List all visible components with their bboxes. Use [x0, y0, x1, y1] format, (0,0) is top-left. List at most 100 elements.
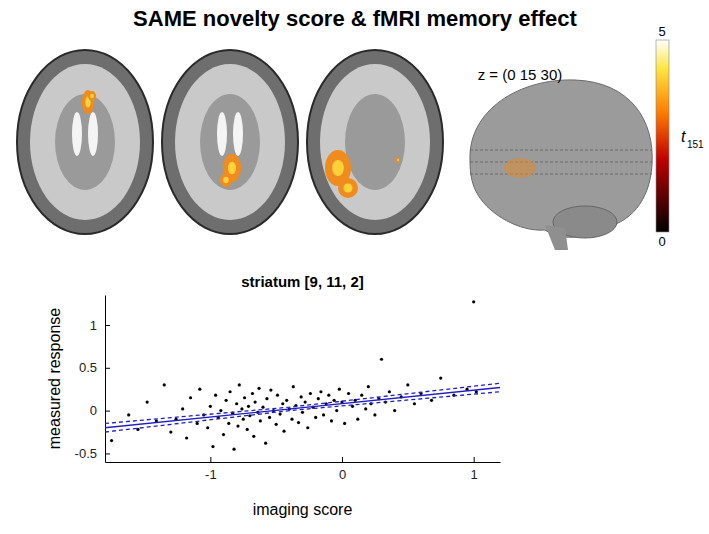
activation-peak — [332, 160, 344, 176]
point — [222, 433, 225, 436]
point — [388, 390, 391, 393]
point — [356, 418, 359, 421]
y-tick: 0.5 — [79, 360, 110, 375]
ventricle — [72, 112, 82, 156]
point — [146, 400, 149, 403]
point — [393, 409, 396, 412]
point — [261, 406, 264, 409]
chart-title: striatum [9, 11, 2] — [241, 273, 364, 290]
brain-surface — [470, 80, 652, 237]
activation — [88, 91, 96, 101]
point — [189, 396, 192, 399]
point — [314, 416, 317, 419]
point — [243, 396, 246, 399]
brain-render — [470, 80, 652, 250]
surface-activation — [504, 158, 536, 178]
slice-core — [345, 94, 405, 190]
point — [240, 407, 243, 410]
point — [242, 418, 245, 421]
x-tick-mark — [342, 457, 343, 462]
brainstem — [545, 225, 568, 250]
x-axis-line — [106, 462, 501, 463]
ventricle — [88, 112, 98, 156]
point — [276, 394, 279, 397]
point — [472, 300, 475, 303]
colorbar — [656, 40, 669, 232]
brain-slice — [162, 50, 298, 234]
activation — [396, 157, 400, 163]
point — [281, 402, 284, 405]
y-tick-mark — [105, 453, 110, 454]
x-axis: -1 0 1 — [106, 457, 501, 482]
x-tick-label: 0 — [339, 467, 346, 482]
point — [236, 424, 239, 427]
y-axis-line — [105, 296, 106, 463]
point — [279, 412, 282, 415]
point — [373, 413, 376, 416]
point — [364, 407, 367, 410]
x-tick: -1 — [205, 457, 217, 482]
colorbar-tick-label: 5 — [658, 24, 665, 39]
slice-outline — [17, 50, 153, 234]
ventricle — [233, 112, 243, 156]
x-tick-mark — [210, 457, 211, 462]
y-tick-label: 0 — [90, 403, 97, 418]
activation-peak — [344, 184, 353, 193]
slice-plane — [470, 174, 652, 175]
point — [319, 390, 322, 393]
point — [228, 390, 231, 393]
y-tick: 0 — [90, 403, 110, 418]
confidence-line — [105, 392, 500, 432]
y-tick-label: -0.5 — [75, 446, 97, 461]
point — [322, 413, 325, 416]
point — [235, 402, 238, 405]
y-tick-mark — [105, 368, 110, 369]
slice-outline — [162, 50, 298, 234]
point — [300, 395, 303, 398]
x-tick: 1 — [471, 457, 478, 482]
ventricle — [217, 112, 227, 156]
point — [413, 402, 416, 405]
point — [290, 418, 293, 421]
x-tick-mark — [474, 457, 475, 462]
point — [206, 426, 209, 429]
brain-slice — [17, 50, 153, 234]
point — [347, 392, 350, 395]
point — [196, 422, 199, 425]
y-tick-mark — [105, 325, 110, 326]
point — [360, 394, 363, 397]
point — [225, 399, 228, 402]
point — [330, 419, 333, 422]
point — [259, 419, 262, 422]
slice-outline — [307, 50, 443, 234]
point — [430, 399, 433, 402]
point — [282, 430, 285, 433]
point — [406, 383, 409, 386]
slice-white-matter — [320, 64, 430, 220]
slice-white-matter — [30, 64, 140, 220]
point — [306, 426, 309, 429]
point — [246, 428, 249, 431]
point — [169, 430, 172, 433]
point — [264, 442, 267, 445]
slice-label: z = (0 15 30) — [478, 66, 563, 83]
point — [268, 416, 271, 419]
y-axis: -0.500.51 — [75, 296, 110, 463]
activation — [220, 173, 232, 187]
point — [343, 422, 346, 425]
point — [209, 405, 212, 408]
point — [275, 423, 278, 426]
activation-peak — [223, 177, 228, 183]
slice-white-matter — [175, 64, 285, 220]
point — [219, 409, 222, 412]
activation-peak — [90, 94, 94, 99]
point — [297, 421, 300, 424]
point — [238, 383, 241, 386]
point — [269, 388, 272, 391]
slice-plane — [470, 162, 652, 163]
point — [257, 387, 260, 390]
point — [309, 392, 312, 395]
point — [327, 394, 330, 397]
y-tick: -0.5 — [75, 446, 110, 461]
point — [254, 400, 257, 403]
